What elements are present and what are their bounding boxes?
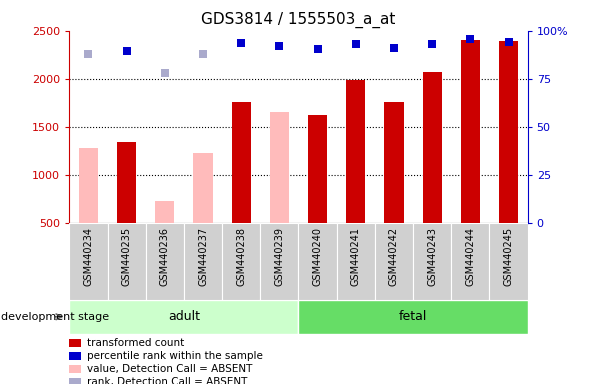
Point: [466, 36, 475, 43]
Bar: [451, 223, 490, 300]
Point: [313, 46, 323, 52]
Bar: [69, 365, 81, 373]
Bar: [69, 339, 81, 347]
Bar: [146, 223, 184, 300]
Bar: [336, 223, 375, 300]
Text: rank, Detection Call = ABSENT: rank, Detection Call = ABSENT: [87, 377, 247, 384]
Point: [274, 43, 284, 49]
Bar: [346, 80, 365, 223]
Bar: [69, 223, 107, 300]
Bar: [117, 142, 136, 223]
Point: [504, 39, 513, 45]
Text: GSM440234: GSM440234: [83, 227, 93, 286]
Text: GSM440241: GSM440241: [351, 227, 361, 286]
Bar: [184, 223, 222, 300]
Text: percentile rank within the sample: percentile rank within the sample: [87, 351, 263, 361]
Bar: [499, 41, 518, 223]
Bar: [79, 148, 98, 223]
Bar: [270, 112, 289, 223]
Bar: [308, 115, 327, 223]
Text: fetal: fetal: [399, 310, 428, 323]
Bar: [69, 300, 298, 334]
Text: GSM440244: GSM440244: [466, 227, 475, 286]
Point: [84, 51, 93, 57]
Bar: [298, 223, 336, 300]
Point: [389, 45, 399, 51]
Point: [122, 48, 131, 54]
Bar: [385, 102, 403, 223]
Point: [351, 41, 361, 47]
Bar: [298, 300, 528, 334]
Point: [428, 41, 437, 47]
Bar: [490, 223, 528, 300]
Text: adult: adult: [168, 310, 200, 323]
Bar: [232, 102, 251, 223]
Text: development stage: development stage: [1, 312, 109, 322]
Text: GSM440245: GSM440245: [504, 227, 514, 286]
Point: [236, 40, 246, 46]
Point: [198, 51, 208, 57]
Bar: [260, 223, 298, 300]
Text: GSM440239: GSM440239: [274, 227, 285, 286]
Bar: [461, 40, 480, 223]
Bar: [413, 223, 451, 300]
Text: GSM440236: GSM440236: [160, 227, 170, 286]
Text: GSM440235: GSM440235: [122, 227, 131, 286]
Bar: [69, 378, 81, 384]
Text: GSM440238: GSM440238: [236, 227, 246, 286]
Bar: [423, 72, 441, 223]
Bar: [222, 223, 260, 300]
Text: GSM440237: GSM440237: [198, 227, 208, 286]
Bar: [155, 200, 174, 223]
Bar: [194, 152, 212, 223]
Title: GDS3814 / 1555503_a_at: GDS3814 / 1555503_a_at: [201, 12, 396, 28]
Text: value, Detection Call = ABSENT: value, Detection Call = ABSENT: [87, 364, 253, 374]
Text: transformed count: transformed count: [87, 338, 185, 348]
Bar: [375, 223, 413, 300]
Point: [160, 70, 169, 76]
Text: GSM440242: GSM440242: [389, 227, 399, 286]
Text: GSM440243: GSM440243: [427, 227, 437, 286]
Bar: [69, 352, 81, 360]
Text: GSM440240: GSM440240: [312, 227, 323, 286]
Bar: [107, 223, 146, 300]
